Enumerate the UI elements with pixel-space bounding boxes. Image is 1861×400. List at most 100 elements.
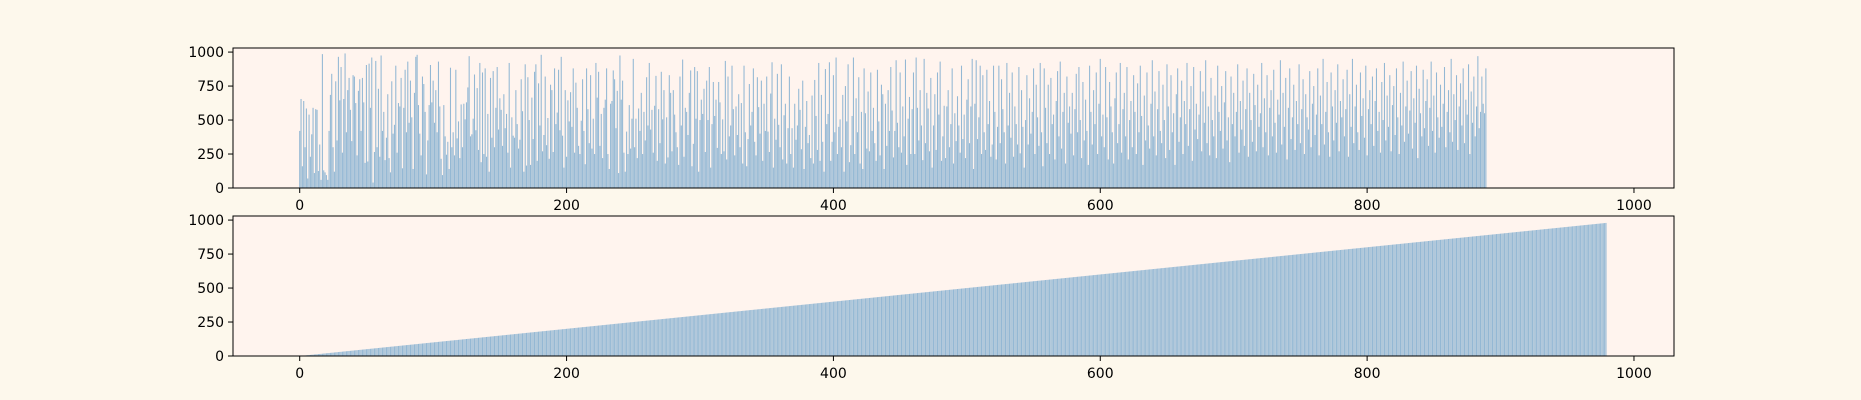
bar [1295, 101, 1297, 188]
bar [483, 154, 485, 188]
bar [1146, 72, 1148, 188]
bar [1459, 83, 1462, 188]
bar [452, 340, 454, 356]
bar [987, 285, 989, 356]
bar [846, 300, 848, 356]
bar [938, 290, 940, 356]
bar [822, 302, 824, 356]
bar [646, 320, 648, 356]
bar [704, 314, 706, 356]
bar [1426, 79, 1428, 188]
bar [955, 289, 957, 356]
bar [453, 340, 456, 356]
bar [1042, 166, 1044, 188]
bar [1085, 275, 1087, 356]
bar [563, 329, 565, 356]
bar [1041, 280, 1043, 356]
bar [763, 103, 765, 188]
bar [752, 68, 754, 188]
bar [804, 304, 806, 356]
bar [1222, 148, 1224, 188]
bar [427, 342, 429, 356]
bar [1157, 268, 1159, 356]
bar [315, 109, 317, 188]
bar [483, 337, 485, 356]
bar [555, 329, 557, 356]
bar [423, 84, 425, 188]
bar [1011, 72, 1013, 188]
bar [531, 97, 533, 188]
bar [1478, 235, 1480, 356]
bar [1373, 246, 1375, 356]
x-tick-label: 200 [553, 198, 580, 214]
bar [796, 305, 798, 356]
bar [1333, 250, 1335, 356]
bar [1050, 279, 1052, 356]
bar [1347, 249, 1349, 356]
bar [328, 130, 330, 188]
bar [1201, 264, 1203, 356]
bar [1142, 270, 1144, 356]
bar [1230, 76, 1232, 188]
bar [1047, 279, 1049, 356]
bar [766, 308, 768, 356]
bar [691, 166, 693, 188]
bar [507, 152, 509, 188]
bar [935, 149, 937, 188]
bar [716, 147, 718, 188]
bar [520, 333, 522, 356]
bar [1097, 154, 1099, 188]
bar [900, 152, 902, 188]
bar [467, 338, 469, 356]
bar [357, 90, 359, 188]
bar [927, 291, 929, 356]
bar [792, 305, 794, 356]
bar [329, 352, 331, 356]
bar [746, 166, 748, 188]
bar [1123, 92, 1125, 188]
bar [461, 147, 464, 188]
bar [481, 72, 484, 188]
bar [724, 60, 726, 188]
bar [1242, 80, 1244, 188]
bar [1246, 259, 1248, 356]
bar [899, 72, 901, 188]
bar [1209, 263, 1211, 356]
bar [742, 163, 744, 188]
bar [1119, 272, 1121, 356]
bar [1097, 274, 1099, 356]
bar [496, 67, 498, 188]
bar [1604, 223, 1606, 356]
bar [1138, 270, 1140, 356]
bar [952, 289, 955, 356]
bar [516, 333, 518, 356]
bar [1467, 64, 1470, 188]
bar [816, 303, 818, 356]
bar [907, 118, 909, 188]
bar [676, 317, 678, 356]
bar [1041, 132, 1043, 188]
bar [788, 306, 790, 356]
bar [830, 301, 832, 356]
bar [743, 310, 745, 356]
bar [991, 144, 993, 188]
bar [712, 313, 714, 356]
bar [349, 350, 351, 356]
bar [1488, 234, 1490, 356]
bar [1045, 280, 1047, 356]
bar [432, 342, 434, 356]
bar [509, 167, 512, 188]
bar [384, 347, 386, 356]
bar [812, 163, 814, 188]
bar [1065, 277, 1067, 356]
bar [991, 285, 993, 356]
bar [1342, 79, 1344, 188]
bar [759, 133, 761, 188]
bar [1162, 268, 1164, 356]
bar [1379, 245, 1381, 356]
bar [383, 111, 385, 188]
bar [1422, 241, 1424, 356]
bar [1022, 282, 1024, 356]
bar [842, 94, 844, 188]
bar [299, 130, 301, 188]
